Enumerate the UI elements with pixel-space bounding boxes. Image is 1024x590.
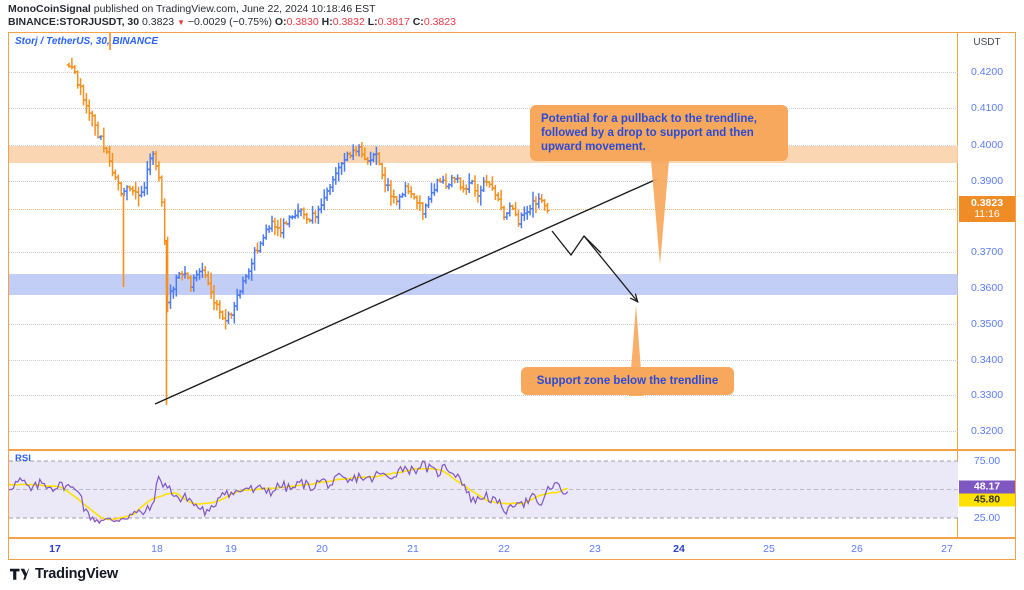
rsi-pane-divider [9, 449, 1015, 451]
time-tick: 17 [49, 543, 61, 555]
rsi-band-fill [9, 461, 958, 518]
current-price-time: 11:16 [974, 208, 1000, 220]
author-name: MonoCoinSignal [8, 3, 91, 15]
price-gridline [9, 108, 958, 110]
price-gridline [9, 72, 958, 74]
price-tick: 0.3200 [970, 425, 1004, 437]
price-scale[interactable]: USDT 0.4200 0.4100 0.4000 0.3900 0.3700 0.360… [959, 33, 1015, 449]
rsi-ma-value-badge: 45.80 [959, 493, 1015, 507]
legend-divider [109, 33, 111, 50]
rsi-tick-upper: 75.00 [973, 455, 1001, 467]
time-tick: 26 [851, 543, 863, 555]
time-tick: 27 [941, 543, 953, 555]
time-axis-divider [9, 537, 1015, 539]
time-tick: 22 [498, 543, 510, 555]
rsi-ma-line [9, 467, 568, 521]
chart-legend[interactable]: Storj / TetherUS, 30, BINANCE [15, 36, 158, 47]
time-tick: 20 [316, 543, 328, 555]
open-label: O: [274, 16, 287, 28]
close-label: C: [412, 16, 424, 28]
low-label: L: [367, 16, 378, 28]
price-gridline [9, 145, 958, 147]
symbol-label[interactable]: BINANCE:STORJUSDT, 30 [8, 16, 140, 28]
price-unit-label: USDT [973, 37, 1001, 48]
price-tick: 0.3900 [970, 175, 1004, 187]
rsi-scale[interactable]: 75.00 48.17 45.80 25.00 [959, 451, 1015, 537]
time-axis[interactable]: 17 18 19 20 21 22 23 24 25 26 27 [9, 539, 1015, 559]
change-down-icon: ▼ [177, 18, 185, 27]
time-tick: 23 [589, 543, 601, 555]
published-text: published on TradingView.com, June 22, 2… [93, 3, 376, 15]
rsi-value-badge: 48.17 [959, 480, 1015, 494]
pullback-callout-box[interactable]: Potential for a pullback to the trendlin… [530, 105, 788, 161]
price-tick: 0.3700 [970, 246, 1004, 258]
candlestick-series [66, 57, 550, 405]
rsi-series [9, 460, 958, 525]
tradingview-wordmark: TradingView [35, 566, 118, 582]
support-callout-box[interactable]: Support zone below the trendline [521, 367, 734, 395]
time-tick: 24 [673, 543, 685, 555]
footer: TradingView [10, 566, 118, 582]
symbol-quote-line: BINANCE:STORJUSDT, 30 0.3823 ▼ −0.0029 (… [8, 16, 1024, 29]
last-price: 0.3823 [142, 16, 175, 28]
change-value: −0.0029 (−0.75%) [187, 16, 272, 28]
time-tick: 25 [763, 543, 775, 555]
price-tick: 0.3500 [970, 318, 1004, 330]
price-pane[interactable]: Storj / TetherUS, 30, BINANCE [9, 33, 958, 449]
price-tick: 0.4000 [970, 139, 1004, 151]
time-tick: 18 [151, 543, 163, 555]
publisher-line: MonoCoinSignal published on TradingView.… [8, 3, 1024, 15]
rsi-tick-lower: 25.00 [973, 512, 1001, 524]
current-price-badge[interactable]: 0.3823 11:16 [959, 196, 1015, 222]
chart-header: MonoCoinSignal published on TradingView.… [0, 0, 1024, 28]
rsi-pane[interactable]: RSI [9, 451, 958, 537]
low-value: 0.3817 [377, 16, 410, 28]
current-price-value: 0.3823 [970, 197, 1004, 209]
close-value: 0.3823 [423, 16, 456, 28]
tradingview-logo-icon [10, 568, 29, 580]
open-value: 0.3830 [286, 16, 319, 28]
high-label: H: [321, 16, 333, 28]
price-gridline [9, 431, 958, 433]
price-tick: 0.3600 [970, 282, 1004, 294]
time-tick: 19 [225, 543, 237, 555]
chart-frame: Storj / TetherUS, 30, BINANCE [8, 32, 1016, 560]
price-tick: 0.3400 [970, 354, 1004, 366]
rsi-legend-label[interactable]: RSI [15, 453, 31, 464]
price-tick: 0.4100 [970, 102, 1004, 114]
time-tick: 21 [407, 543, 419, 555]
price-tick: 0.3300 [970, 389, 1004, 401]
price-tick: 0.4200 [970, 66, 1004, 78]
rsi-line [9, 460, 569, 525]
high-value: 0.3832 [332, 16, 365, 28]
